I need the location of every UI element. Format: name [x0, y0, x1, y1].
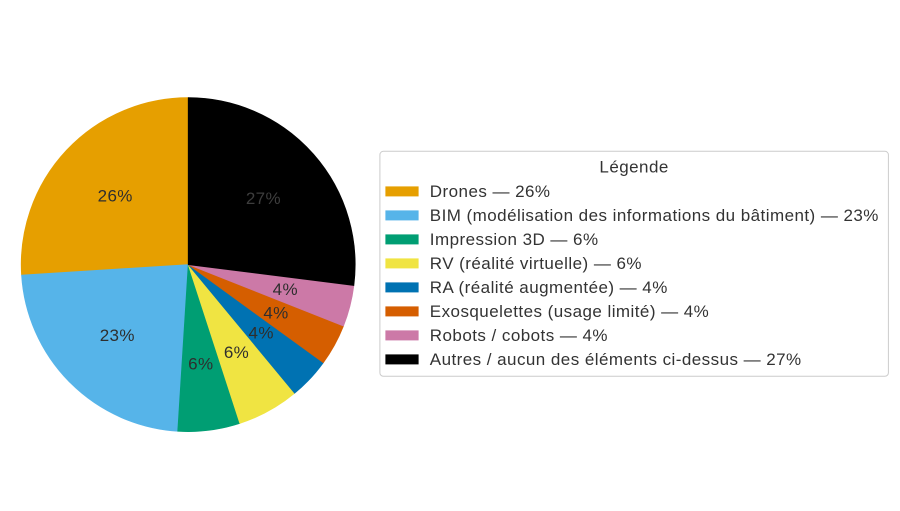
svg-text:Robots / cobots — 4%: Robots / cobots — 4% — [430, 326, 608, 345]
svg-text:26%: 26% — [98, 187, 133, 206]
svg-text:RA (réalité augmentée) — 4%: RA (réalité augmentée) — 4% — [430, 278, 668, 297]
svg-text:RV (réalité virtuelle) — 6%: RV (réalité virtuelle) — 6% — [430, 254, 642, 273]
svg-text:Légende: Légende — [599, 158, 668, 177]
svg-text:23%: 23% — [100, 326, 135, 345]
svg-text:4%: 4% — [263, 303, 288, 322]
svg-text:BIM (modélisation des informat: BIM (modélisation des informations du bâ… — [430, 206, 879, 225]
svg-text:Drones — 26%: Drones — 26% — [430, 182, 551, 201]
svg-text:6%: 6% — [188, 355, 213, 374]
svg-text:Impression 3D — 6%: Impression 3D — 6% — [430, 230, 599, 249]
svg-text:Exosquelettes (usage limité) —: Exosquelettes (usage limité) — 4% — [430, 302, 709, 321]
svg-text:27%: 27% — [246, 189, 281, 208]
svg-text:4%: 4% — [249, 324, 274, 343]
svg-text:4%: 4% — [273, 280, 298, 299]
svg-text:6%: 6% — [224, 343, 249, 362]
svg-text:Autres / aucun des éléments ci: Autres / aucun des éléments ci-dessus — … — [430, 350, 802, 369]
